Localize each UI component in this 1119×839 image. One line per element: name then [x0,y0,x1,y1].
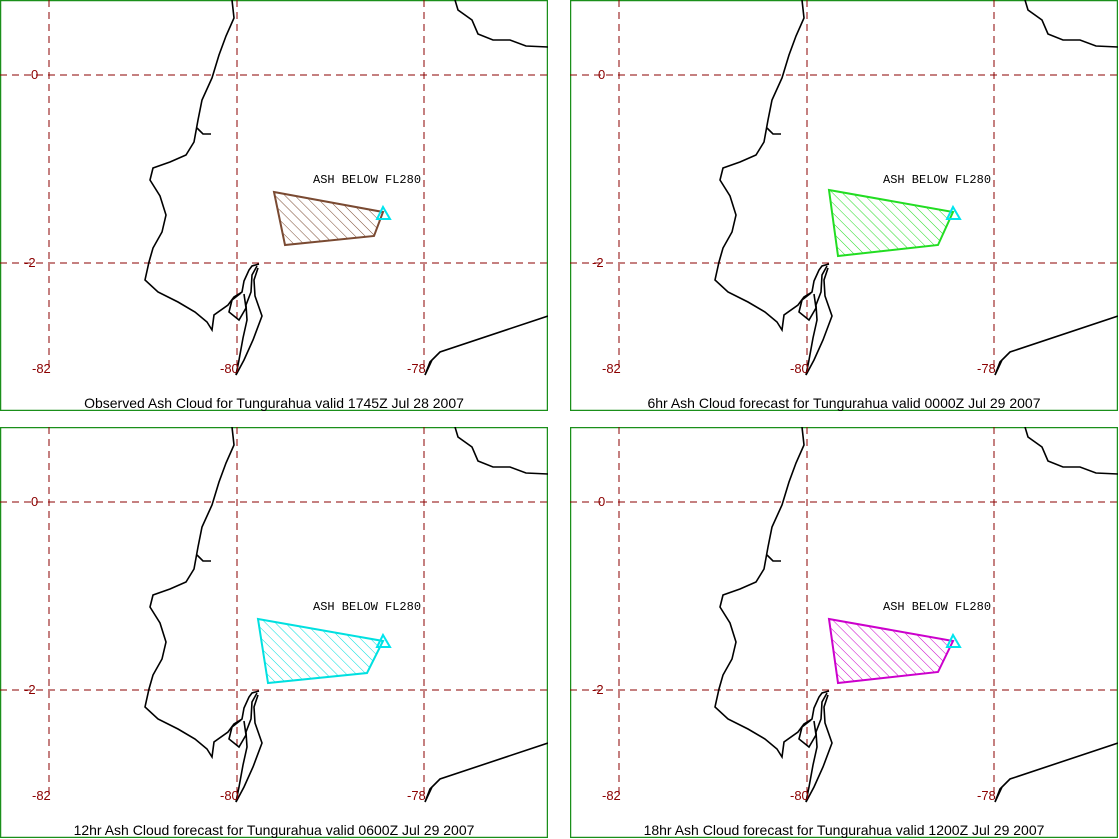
coastline [714,0,1118,376]
graticule [570,0,1118,370]
map-panel-12hr: ASH BELOW FL280 0 -2 -82 -80 -78 12hr As… [0,427,548,838]
lat-tick-label: -2 [24,682,36,697]
lon-tick-label: -78 [407,361,426,376]
ash-cloud-polygon [256,617,385,685]
ash-label: ASH BELOW FL280 [313,600,422,614]
coastline [714,427,1118,803]
volcano-marker-icon [375,204,392,220]
lon-tick-label: -80 [220,788,239,803]
lat-tick-label: -2 [24,255,36,270]
map-canvas [570,427,1118,838]
lon-tick-label: -80 [790,788,809,803]
map-panel-observed: ASH BELOW FL280 0 -2 -82 -80 -78 Observe… [0,0,548,411]
map-canvas [0,427,548,838]
lat-tick-label: -2 [592,682,604,697]
ash-cloud-polygon [827,617,955,685]
coastline [144,0,548,376]
lon-tick-label: -82 [602,361,621,376]
ash-cloud-polygon [272,190,385,247]
lon-tick-label: -80 [790,361,809,376]
lat-tick-label: 0 [31,494,39,509]
ash-label: ASH BELOW FL280 [883,173,992,187]
volcano-marker-icon [375,632,392,648]
panel-caption: Observed Ash Cloud for Tungurahua valid … [84,395,464,411]
volcano-marker-icon [945,632,962,648]
lat-tick-label: 0 [598,494,606,509]
lon-tick-label: -82 [602,788,621,803]
lat-tick-label: 0 [598,67,606,82]
lon-tick-label: -78 [977,788,996,803]
panel-caption: 6hr Ash Cloud forecast for Tungurahua va… [647,395,1041,411]
lat-tick-label: 0 [31,67,39,82]
panel-caption: 12hr Ash Cloud forecast for Tungurahua v… [73,822,475,838]
map-panel-6hr: ASH BELOW FL280 0 -2 -82 -80 -78 6hr Ash… [570,0,1118,411]
lon-tick-label: -82 [32,788,51,803]
ash-label: ASH BELOW FL280 [313,173,422,187]
ash-cloud-polygon [827,188,955,258]
volcano-marker-icon [945,204,962,220]
lat-tick-label: -2 [592,255,604,270]
ash-label: ASH BELOW FL280 [883,600,992,614]
panel-border [0,0,548,411]
lon-tick-label: -78 [407,788,426,803]
map-canvas [570,0,1118,411]
coastline [144,427,548,803]
graticule [570,427,1118,797]
graticule [0,427,548,797]
panel-caption: 18hr Ash Cloud forecast for Tungurahua v… [643,822,1045,838]
graticule [0,0,548,370]
lon-tick-label: -78 [977,361,996,376]
lon-tick-label: -82 [32,361,51,376]
lon-tick-label: -80 [220,361,239,376]
map-panel-18hr: ASH BELOW FL280 0 -2 -82 -80 -78 18hr As… [570,427,1118,838]
map-canvas [0,0,548,411]
